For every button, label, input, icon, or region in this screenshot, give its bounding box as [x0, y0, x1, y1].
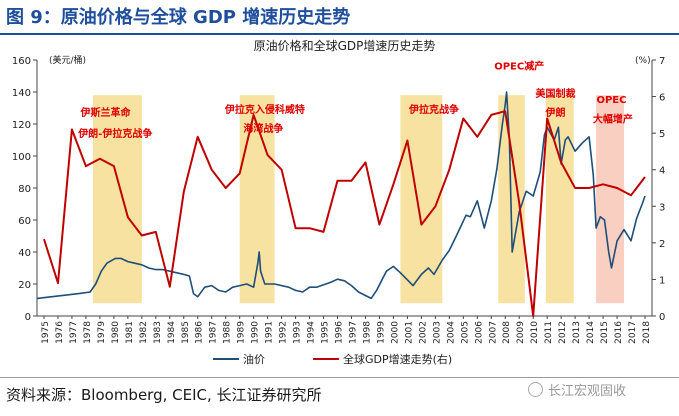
annotation-label: 美国制裁	[536, 87, 576, 100]
watermark: 长江宏观固收	[528, 380, 626, 399]
x-tick-label: 2009	[516, 321, 526, 344]
figure-title: 图 9：原油价格与全球 GDP 增速历史走势	[6, 7, 351, 28]
x-tick-label: 1984	[167, 321, 177, 344]
annotation-label: 大幅增产	[593, 112, 633, 125]
chart-legend: 油价 全球GDP增速走势(右)	[213, 352, 452, 366]
x-tick-label: 1995	[321, 321, 331, 344]
wechat-icon	[528, 382, 543, 397]
x-tick-label: 1988	[223, 321, 233, 344]
x-tick-label: 1986	[195, 321, 205, 344]
annotation-label: 伊拉克战争	[408, 103, 459, 116]
x-tick-label: 1991	[265, 321, 275, 344]
highlight-band-1	[92, 95, 142, 304]
annotation-label: 伊朗-伊拉克战争	[77, 127, 152, 140]
highlight-bands	[92, 95, 625, 304]
annotation-label: OPEC减产	[494, 60, 544, 73]
x-tick-label: 1976	[55, 321, 65, 344]
x-tick-label: 2017	[628, 321, 638, 344]
x-tick-label: 1981	[125, 321, 135, 344]
highlight-band-6	[596, 95, 625, 304]
x-tick-label: 1983	[153, 321, 163, 344]
x-tick-label: 2016	[614, 321, 624, 344]
x-tick-label: 2003	[432, 321, 442, 344]
x-tick-label: 1978	[83, 321, 93, 344]
x-tick-label: 1975	[41, 321, 51, 344]
annotation-label: 伊斯兰革命	[79, 106, 131, 119]
legend-label-1: 油价	[243, 352, 265, 366]
x-tick-label: 1990	[251, 321, 261, 344]
right-tick-label: 5	[659, 129, 665, 140]
x-tick-label: 1980	[111, 321, 121, 344]
series-lines	[36, 91, 646, 317]
chart-axes: 原油价格和全球GDP增速历史走势 0 20 40 60 80 100 120 140 160 0 1 2…	[12, 38, 665, 344]
series-line-1	[36, 91, 646, 300]
right-tick-label: 1	[659, 275, 665, 286]
right-tick-label: 6	[659, 93, 665, 104]
x-tick-label: 2002	[418, 321, 428, 344]
x-tick-label: 2012	[558, 321, 568, 344]
x-tick-label: 2015	[600, 321, 610, 344]
left-tick-label: 20	[18, 280, 31, 291]
x-tick-label: 1996	[335, 321, 345, 344]
x-tick-label: 1993	[293, 321, 303, 344]
right-tick-label: 2	[659, 239, 665, 250]
x-tick-label: 2010	[530, 321, 540, 344]
x-tick-label: 2008	[502, 321, 512, 344]
title-divider	[0, 33, 679, 35]
x-tick-label: 1994	[307, 321, 317, 344]
x-tick-label: 1992	[279, 321, 289, 344]
x-tick-label: 1998	[362, 321, 372, 344]
chart-title: 原油价格和全球GDP增速历史走势	[254, 38, 436, 53]
x-tick-label: 1977	[69, 321, 79, 344]
left-tick-label: 60	[18, 216, 31, 227]
source-note: 资料来源：Bloomberg, CEIC, 长江证券研究所	[6, 386, 322, 404]
x-tick-label: 2000	[390, 321, 400, 344]
footer-divider	[0, 377, 679, 378]
x-tick-label: 2014	[586, 321, 596, 344]
left-tick-label: 80	[18, 184, 31, 195]
annotation-label: 伊朗	[545, 106, 566, 119]
left-tick-label: 0	[25, 312, 31, 323]
annotation-label: OPEC	[596, 95, 626, 106]
x-tick-label: 2006	[474, 321, 484, 344]
series-line-2	[43, 110, 646, 317]
right-tick-label: 7	[659, 56, 665, 67]
watermark-label: 长江宏观固收	[548, 384, 627, 399]
x-tick-label: 1979	[97, 321, 107, 344]
x-tick-label: 2005	[460, 321, 470, 344]
left-tick-label: 120	[12, 120, 31, 131]
x-tick-label: 1999	[376, 321, 386, 344]
x-tick-label: 2004	[446, 321, 456, 344]
left-tick-label: 160	[12, 56, 31, 67]
x-tick-label: 1987	[209, 321, 219, 344]
left-tick-label: 100	[12, 152, 31, 163]
left-tick-label: 140	[12, 88, 31, 99]
highlight-band-3	[400, 95, 443, 304]
legend-label-2: 全球GDP增速走势(右)	[343, 352, 452, 366]
oil-gdp-chart: 原油价格和全球GDP增速历史走势 0 20 40 60 80 100 120 140 160 0 1 2…	[12, 38, 665, 366]
left-axis-unit: (美元/桶)	[49, 54, 86, 66]
x-tick-label: 2007	[488, 321, 498, 344]
x-tick-label: 1997	[348, 321, 358, 344]
x-tick-label: 2001	[404, 321, 414, 344]
x-tick-label: 1989	[237, 321, 247, 344]
x-tick-label: 1985	[181, 321, 191, 344]
x-tick-label: 2018	[642, 321, 652, 344]
left-tick-label: 40	[18, 248, 31, 259]
right-tick-label: 0	[659, 312, 665, 323]
right-tick-label: 4	[659, 166, 665, 177]
right-axis-unit: (%)	[635, 56, 651, 66]
x-tick-label: 2013	[572, 321, 582, 344]
annotation-label: 海湾战争	[243, 122, 283, 135]
right-tick-label: 3	[659, 202, 665, 213]
x-tick-label: 2011	[544, 321, 554, 344]
annotation-label: 伊拉克入侵科威特	[224, 103, 305, 116]
x-tick-label: 1982	[139, 321, 149, 344]
